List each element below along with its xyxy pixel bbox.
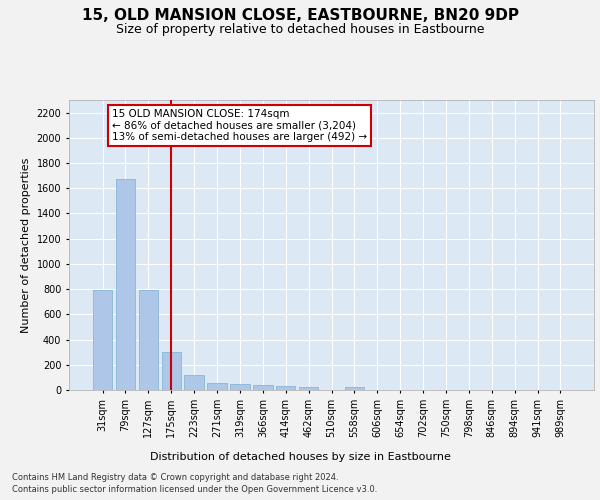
Text: 15, OLD MANSION CLOSE, EASTBOURNE, BN20 9DP: 15, OLD MANSION CLOSE, EASTBOURNE, BN20 … xyxy=(82,8,518,22)
Text: Contains HM Land Registry data © Crown copyright and database right 2024.: Contains HM Land Registry data © Crown c… xyxy=(12,472,338,482)
Bar xyxy=(161,352,181,390)
Bar xyxy=(230,384,250,390)
Bar xyxy=(93,290,112,390)
Bar xyxy=(139,290,158,390)
Bar xyxy=(184,375,204,390)
Bar xyxy=(299,388,319,390)
Text: 15 OLD MANSION CLOSE: 174sqm
← 86% of detached houses are smaller (3,204)
13% of: 15 OLD MANSION CLOSE: 174sqm ← 86% of de… xyxy=(112,109,367,142)
Text: Size of property relative to detached houses in Eastbourne: Size of property relative to detached ho… xyxy=(116,22,484,36)
Bar xyxy=(344,388,364,390)
Text: Contains public sector information licensed under the Open Government Licence v3: Contains public sector information licen… xyxy=(12,485,377,494)
Bar xyxy=(208,383,227,390)
Bar xyxy=(253,385,272,390)
Bar xyxy=(116,180,135,390)
Text: Distribution of detached houses by size in Eastbourne: Distribution of detached houses by size … xyxy=(149,452,451,462)
Y-axis label: Number of detached properties: Number of detached properties xyxy=(21,158,31,332)
Bar xyxy=(276,386,295,390)
